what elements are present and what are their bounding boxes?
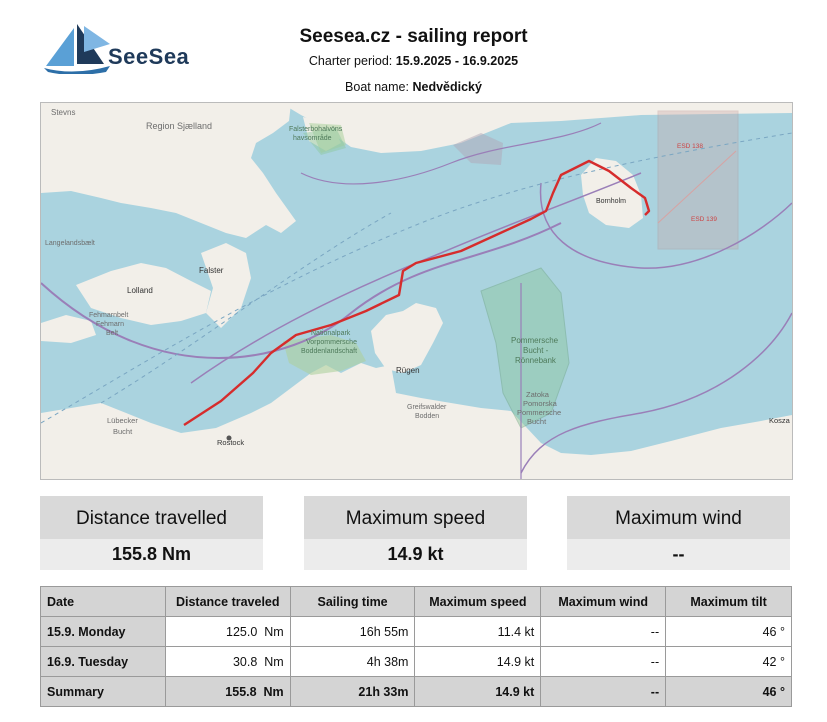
- land-sjaelland: [41, 103, 296, 238]
- col-header-date: Date: [40, 586, 166, 617]
- max-wind-card-label: Maximum wind: [615, 508, 742, 529]
- cell-max-tilt: 46 °: [665, 616, 792, 647]
- map-label-zatoka3: Pommersche: [517, 408, 561, 417]
- table-row: 16.9. Tuesday 30.8 Nm 4h 38m 14.9 kt -- …: [40, 646, 792, 677]
- cell-distance: 125.0 Nm: [164, 616, 291, 647]
- cell-distance: 30.8 Nm: [164, 646, 291, 677]
- map-label-esd138: ESD 138: [677, 143, 703, 150]
- distance-card: Distance travelled 155.8 Nm: [40, 496, 263, 570]
- charter-label: Charter period:: [308, 54, 393, 68]
- cell-sailing-time: 16h 55m: [289, 616, 416, 647]
- max-speed-card-value: 14.9 kt: [304, 539, 527, 570]
- col-header-max-wind: Maximum wind: [540, 586, 667, 617]
- cell-summary-max-tilt: 46 °: [665, 676, 792, 707]
- map-label-zatoka4: Bucht: [527, 417, 547, 426]
- map-label-region-sjaelland: Region Sjælland: [146, 121, 212, 131]
- map-label-lubeck1: Lübecker: [107, 416, 138, 425]
- distance-card-value: 155.8 Nm: [40, 539, 263, 570]
- land-bornholm: [581, 158, 643, 228]
- cell-summary-label: Summary: [40, 676, 166, 707]
- map-label-fehmarn2: Fehmarn: [96, 321, 124, 328]
- cell-date: 16.9. Tuesday: [40, 646, 166, 677]
- land-lolland: [76, 263, 211, 325]
- map-label-np1: Nationalpark: [311, 330, 351, 337]
- sailing-route: [183, 159, 651, 427]
- cell-date: 15.9. Monday: [40, 616, 166, 647]
- map-label-zatoka1: Zatoka: [526, 390, 550, 399]
- cell-summary-sailing-time: 21h 33m: [289, 676, 416, 707]
- map-label-bornholm: Bornholm: [596, 198, 626, 205]
- map-label-greifswald2: Bodden: [415, 413, 439, 420]
- cell-summary-max-wind: --: [540, 676, 667, 707]
- map-label-langelandsbaelt: Langelandsbælt: [45, 240, 95, 247]
- col-header-distance: Distance traveled: [164, 586, 291, 617]
- map-label-esd139: ESD 139: [691, 216, 717, 223]
- map-label-stevns: Stevns: [51, 108, 75, 117]
- boat-label: Boat name:: [345, 80, 409, 94]
- map-label-np2: Vorpommersche: [306, 339, 357, 346]
- cell-max-wind: --: [540, 646, 667, 677]
- esd-restricted-area: [657, 110, 739, 250]
- land-falster: [201, 243, 251, 328]
- map-label-fehmarn3: Belt: [106, 330, 118, 337]
- map-label-pb2: Bucht -: [523, 346, 549, 355]
- cell-sailing-time: 4h 38m: [289, 646, 416, 677]
- land-skane: [281, 103, 792, 153]
- route-map[interactable]: Stevns Region Sjælland Falsterbohalvöns …: [40, 102, 793, 480]
- protected-area-pommersche-bucht: [480, 267, 570, 429]
- distance-card-label: Distance travelled: [75, 508, 228, 529]
- daily-stats-table: Date Distance traveled Sailing time Maxi…: [40, 586, 792, 707]
- map-label-lolland: Lolland: [127, 286, 153, 295]
- max-speed-card: Maximum speed 14.9 kt: [304, 496, 527, 570]
- max-speed-card-label: Maximum speed: [345, 508, 486, 529]
- map-label-pb3: Rönnebank: [515, 356, 557, 365]
- map-label-rostock: Rostock: [217, 438, 244, 447]
- col-header-sailing-time: Sailing time: [289, 586, 416, 617]
- map-label-falsterbo: Falsterbohalvöns: [289, 126, 343, 133]
- cell-summary-distance: 155.8 Nm: [164, 676, 291, 707]
- table-summary-row: Summary 155.8 Nm 21h 33m 14.9 kt -- 46 °: [40, 676, 792, 707]
- col-header-max-speed: Maximum speed: [414, 586, 542, 617]
- boat-name-line: Boat name: Nedvědický: [0, 80, 827, 94]
- map-label-greifswald1: Greifswalder: [407, 404, 447, 411]
- map-label-falster: Falster: [199, 266, 224, 275]
- map-label-rugen: Rügen: [396, 366, 420, 375]
- table-row: 15.9. Monday 125.0 Nm 16h 55m 11.4 kt --…: [40, 616, 792, 647]
- map-label-koszalin: Kosza: [769, 416, 791, 425]
- seesea-logo: [44, 22, 184, 75]
- map-label-zatoka2: Pomorska: [523, 399, 558, 408]
- cell-max-wind: --: [540, 616, 667, 647]
- map-label-fehmarn1: Fehmarnbelt: [89, 312, 128, 319]
- map-canvas[interactable]: Stevns Region Sjælland Falsterbohalvöns …: [41, 103, 792, 479]
- max-wind-card: Maximum wind --: [567, 496, 790, 570]
- map-label-np3: Boddenlandschaft: [301, 348, 357, 355]
- cell-max-speed: 14.9 kt: [414, 646, 542, 677]
- charter-period: Charter period: 15.9.2025 - 16.9.2025: [0, 54, 827, 68]
- col-header-max-tilt: Maximum tilt: [665, 586, 792, 617]
- max-wind-card-value: --: [567, 539, 790, 570]
- sailboat-logo-icon: [44, 24, 110, 75]
- table-header-row: Date Distance traveled Sailing time Maxi…: [40, 586, 792, 617]
- map-label-lubeck2: Bucht: [113, 427, 133, 436]
- cell-max-speed: 11.4 kt: [414, 616, 542, 647]
- charter-dates: 15.9.2025 - 16.9.2025: [395, 54, 519, 68]
- cell-max-tilt: 42 °: [665, 646, 792, 677]
- logo-text: SeeSea: [108, 44, 190, 69]
- report-title: Seesea.cz - sailing report: [299, 26, 528, 47]
- land-rugen: [371, 303, 443, 373]
- cell-summary-max-speed: 14.9 kt: [414, 676, 542, 707]
- map-label-pb1: Pommersche: [511, 336, 559, 345]
- land-germany-poland: [41, 363, 792, 479]
- boat-name: Nedvědický: [412, 80, 482, 94]
- map-label-havsomrade: havsområde: [293, 134, 332, 142]
